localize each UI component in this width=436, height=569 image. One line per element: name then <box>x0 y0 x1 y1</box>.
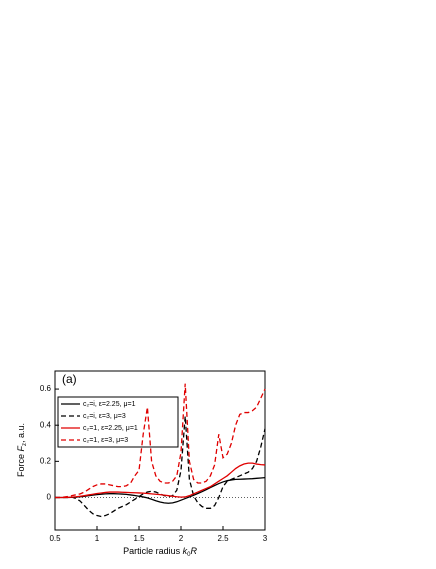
y-label-sub: z <box>22 443 28 446</box>
series-line <box>55 416 266 518</box>
series-line <box>55 383 266 499</box>
x-tick-label: 3 <box>263 534 268 543</box>
x-tick-label: 0.5 <box>49 534 61 543</box>
y-label-var: F <box>16 446 26 452</box>
x-tick-label: 1 <box>95 534 100 543</box>
x-label-var: k <box>183 546 188 556</box>
x-tick-label: 1.5 <box>133 534 145 543</box>
annotation: (a) <box>62 372 77 386</box>
x-label-text: Particle radius <box>123 546 183 556</box>
x-label-rest: R <box>190 546 197 556</box>
x-tick-label: 2 <box>179 534 184 543</box>
y-tick-label: 0.4 <box>40 420 52 429</box>
y-tick-label: 0.2 <box>40 456 52 465</box>
x-label-sub: 0 <box>187 552 191 558</box>
x-axis-label: Particle radius k0R <box>123 546 197 557</box>
y-tick-label: 0.6 <box>40 384 52 393</box>
y-axis-label: Force Fz, a.u. <box>16 423 27 477</box>
legend-label: c₂=i, ε=3, μ=3 <box>83 413 126 420</box>
series-line <box>55 476 266 504</box>
y-label-text: Force <box>16 452 26 478</box>
legend-label: c₂=i, ε=2.25, μ=1 <box>83 401 136 408</box>
plot-frame <box>54 370 266 531</box>
legend-box <box>57 396 179 448</box>
series-line <box>55 462 266 499</box>
legend-label: c₂=1, ε=2.25, μ=1 <box>83 425 138 432</box>
y-label-rest: , a.u. <box>16 423 26 443</box>
y-tick-label: 0 <box>47 493 52 502</box>
x-tick-label: 2.5 <box>217 534 229 543</box>
legend-label: c₂=1, ε=3, μ=3 <box>83 437 128 444</box>
